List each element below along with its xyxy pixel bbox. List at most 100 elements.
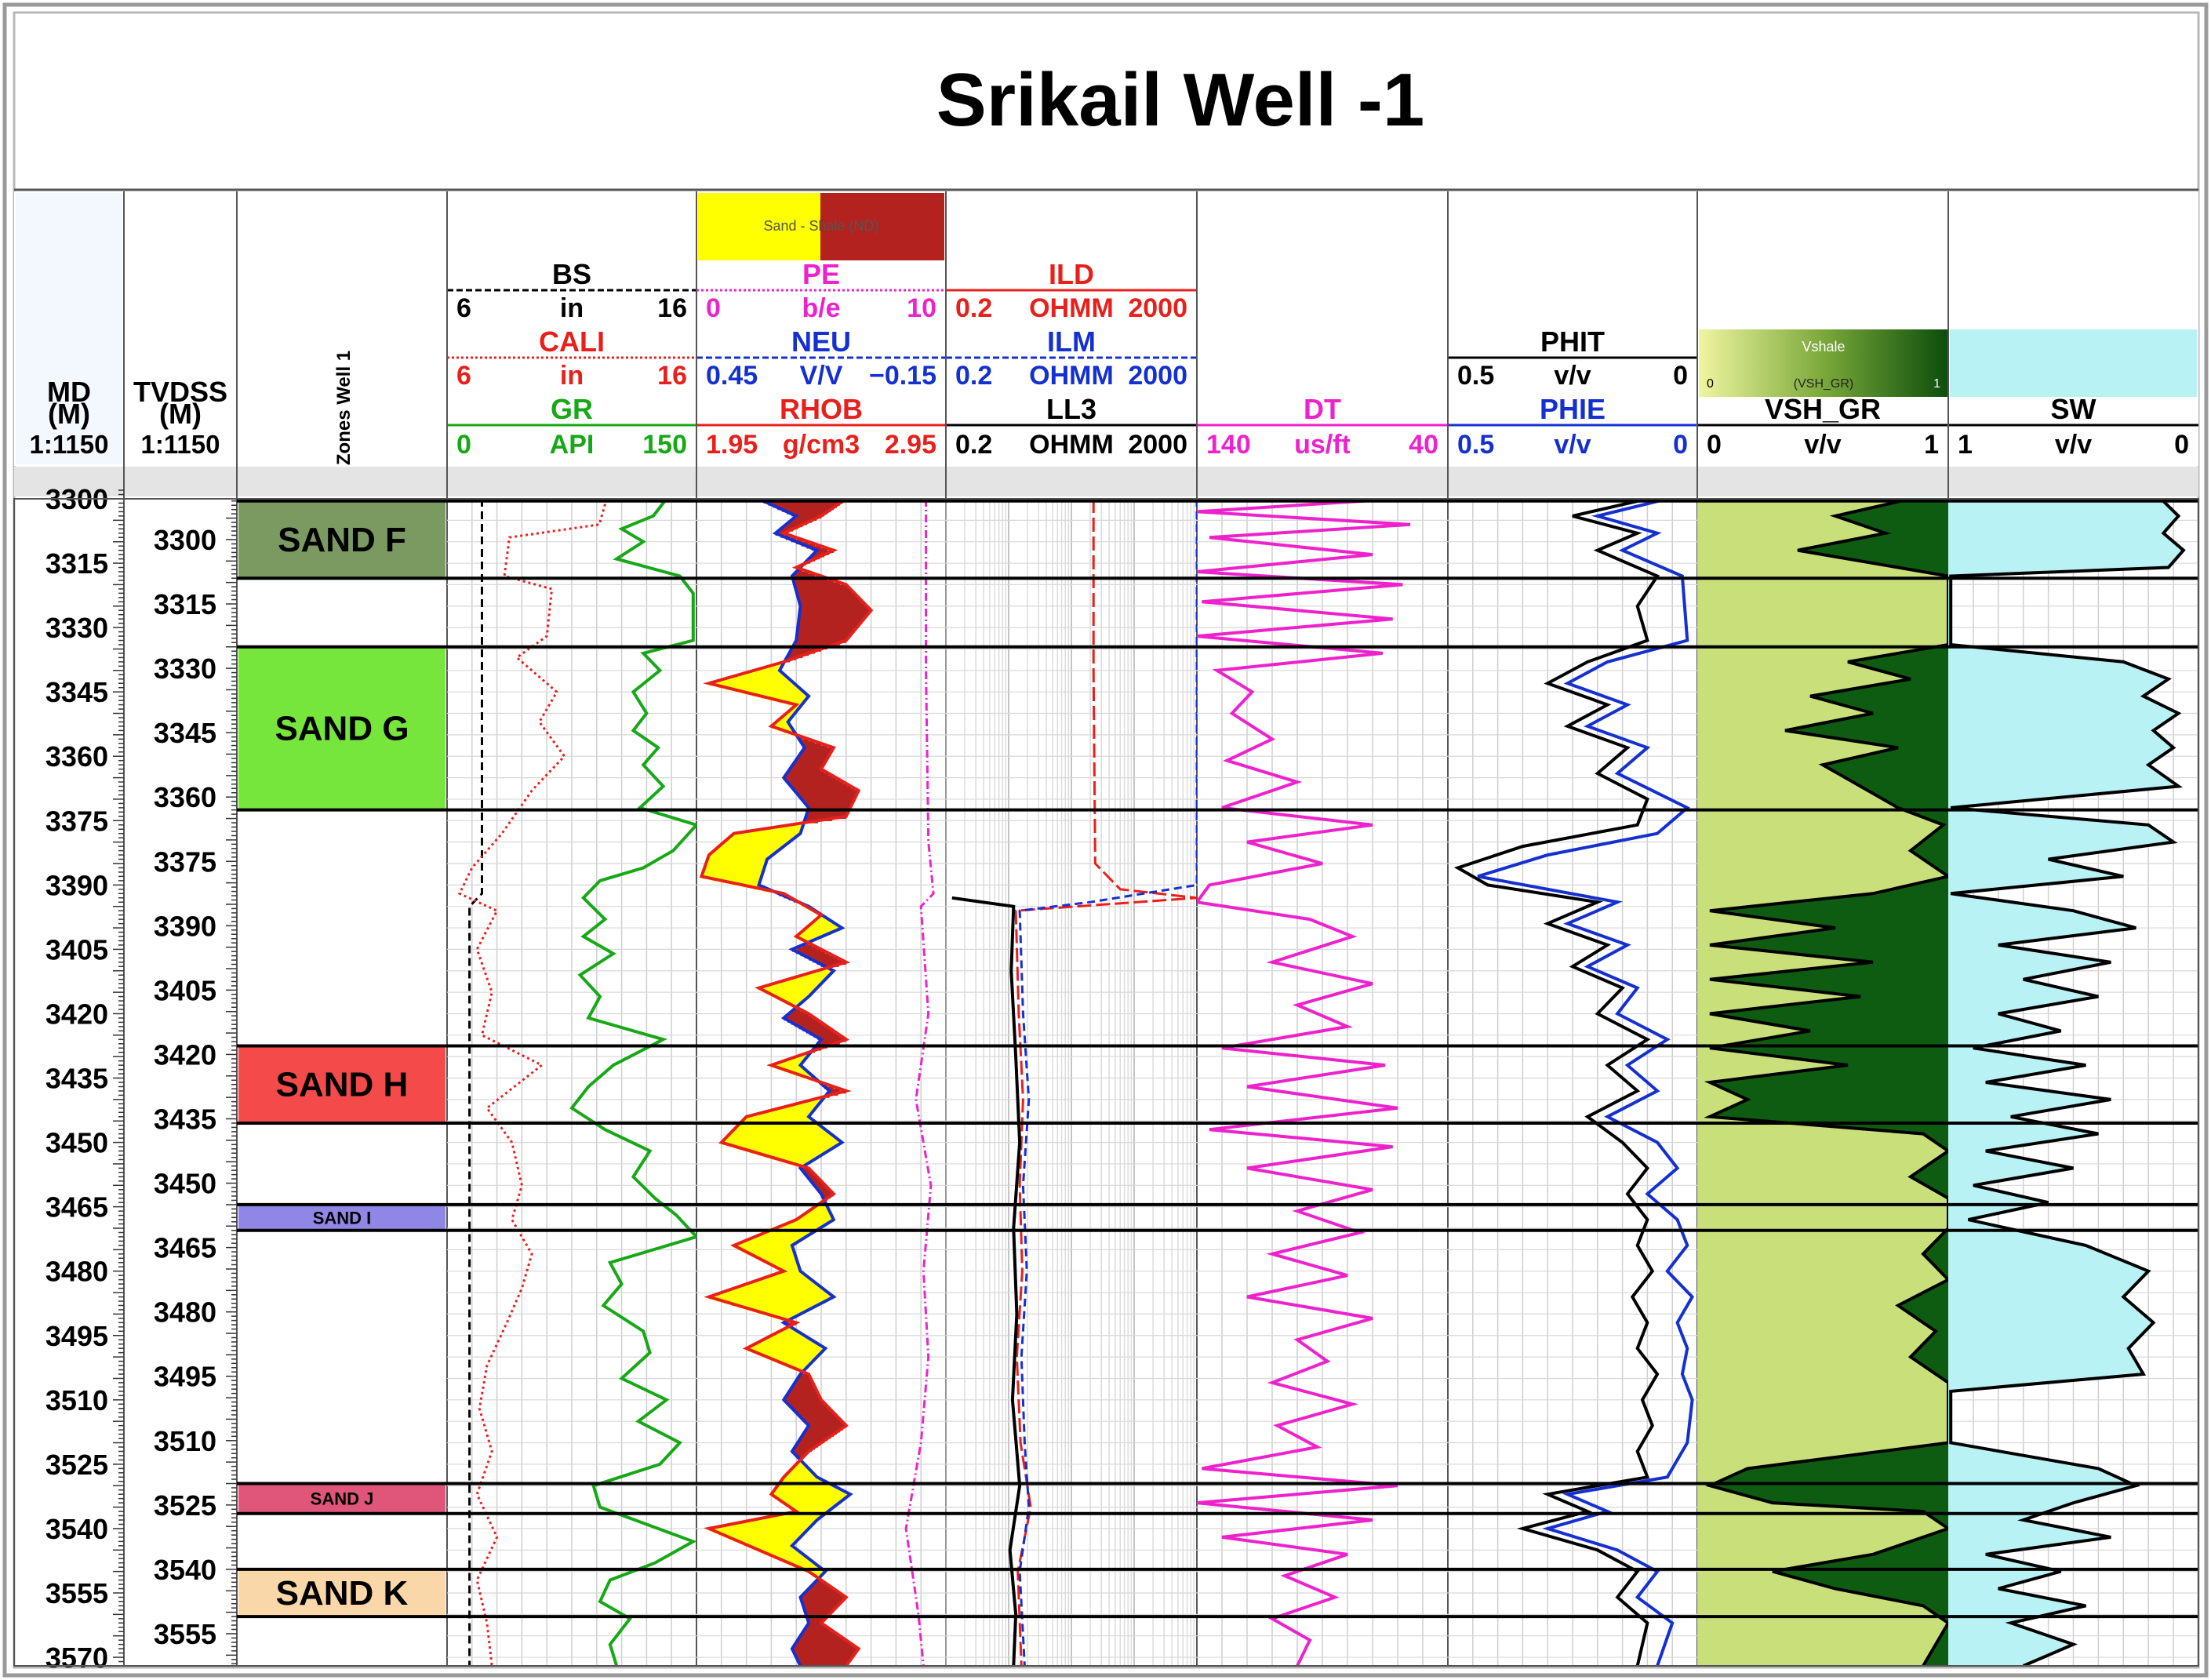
nd-fill-slice [804,1593,840,1596]
nd-fill-slice [769,698,807,701]
header-body-band [14,467,2198,496]
nd-fill-slice [785,1224,827,1227]
nd-fill-slice [704,870,764,873]
nd-fill-slice [807,1618,826,1622]
tvdss-tick-label: 3540 [154,1554,216,1586]
nd-fill-slice [790,1507,834,1510]
nd-fill-slice [739,1243,796,1246]
tvdss-header-unit: (M) [159,398,202,430]
nd-fill-slice [794,791,859,794]
nd-fill-slice [793,1449,813,1453]
curve-unit-ll3: OHMM [1029,430,1114,460]
nd-fill-slice [790,1406,827,1409]
curve-name-phie: PHIE [1540,393,1606,425]
curve-min-phie: 0.5 [1457,430,1494,460]
curve-name-vsh_gr: VSH_GR [1765,393,1881,425]
nd-fill-slice [798,619,864,622]
nd-fill-slice [777,1485,834,1489]
curve-name-pe: PE [802,258,840,290]
md-tick-label: 3420 [45,998,108,1030]
zone-label: SAND H [276,1066,409,1104]
vshale-legend-label: Vshale [1802,339,1845,355]
md-tick-label: 3540 [45,1513,108,1545]
nd-fill-slice [812,1573,824,1576]
nd-fill-slice [802,1028,831,1031]
nd-fill-slice [787,773,829,776]
curve-name-ll3: LL3 [1046,393,1096,425]
nd-fill-slice [819,1191,832,1195]
nd-fill-slice [796,1380,813,1384]
nd-fill-slice [789,1391,817,1395]
curve-min-dt: 140 [1206,430,1251,460]
nd-fill-slice [738,1305,817,1308]
nd-fill-slice [805,803,853,806]
nd-fill-slice [785,1475,816,1478]
nd-fill-slice [815,552,829,555]
nd-fill-slice [777,507,834,511]
nd-fill-slice [797,1659,851,1663]
nd-fill-slice [706,864,766,867]
nd-fill-slice [794,707,801,710]
nd-fill-slice [797,631,853,635]
nd-fill-slice [780,1268,800,1272]
nd-fill-slice [788,1013,809,1016]
curve-min-ild: 0.2 [955,293,992,323]
nd-fill-slice [778,700,805,704]
nd-fill-slice [804,1421,842,1424]
nd-fill-slice [721,844,787,847]
nd-fill-slice [787,1365,809,1369]
md-tick-label: 3405 [45,933,108,965]
nd-fill-slice [800,1168,809,1171]
nd-fill-slice [733,833,801,837]
nd-fill-slice [761,668,781,671]
nd-fill-slice [765,985,820,989]
vshale-legend-sub: (VSH_GR) [1794,377,1853,391]
nd-fill-slice [797,1640,846,1643]
vshale-legend [1699,329,1948,397]
nd-fill-slice [809,1211,830,1214]
nd-fill-slice [803,1172,813,1176]
nd-fill-slice [792,765,824,768]
nd-fill-slice [780,1107,816,1111]
nd-fill-slice [725,1138,837,1141]
nd-fill-slice [821,1039,846,1042]
nd-fill-slice [780,1226,824,1229]
nd-fill-slice [807,1427,843,1431]
nd-fill-slice [790,651,816,654]
vsh-sand-fill [1697,499,1948,1666]
nd-fill-slice [816,970,834,974]
zone-label: SAND F [278,521,406,559]
curve-dt [1197,499,1411,1666]
nd-fill-slice [813,921,832,925]
nd-fill-slice [730,1524,813,1527]
nd-fill-slice [762,1355,820,1358]
nd-fill-slice [799,614,868,618]
nd-fill-slice [795,1382,813,1386]
nd-fill-slice [780,981,824,984]
body-outline [13,498,2199,1667]
nd-fill-slice [827,1089,840,1092]
nd-fill-slice [733,1288,823,1291]
nd-fill-slice [793,1509,831,1512]
nd-fill-slice [787,782,844,785]
nd-fill-slice [708,1528,809,1532]
nd-fill-slice [802,750,833,753]
nd-fill-slice [802,1595,843,1598]
nd-fill-slice [730,1303,821,1307]
nd-fill-slice [794,1410,832,1413]
curve-min-rhob: 1.95 [706,430,758,460]
nd-fill-slice [797,947,817,951]
nd-fill-slice [787,1106,818,1109]
nd-fill-slice [759,1311,805,1315]
nd-fill-slice [796,792,858,796]
nd-fill-slice [729,838,795,841]
nd-fill-slice [782,1479,821,1482]
nd-fill-slice [715,1294,831,1298]
nd-fill-slice [794,1009,801,1013]
nd-fill-slice [796,1104,820,1107]
nd-fill-slice [800,754,831,757]
nd-fill-slice [723,842,790,845]
nd-fill-slice [773,1492,846,1495]
nd-fill-slice [798,795,857,798]
nd-fill-slice [802,944,813,948]
